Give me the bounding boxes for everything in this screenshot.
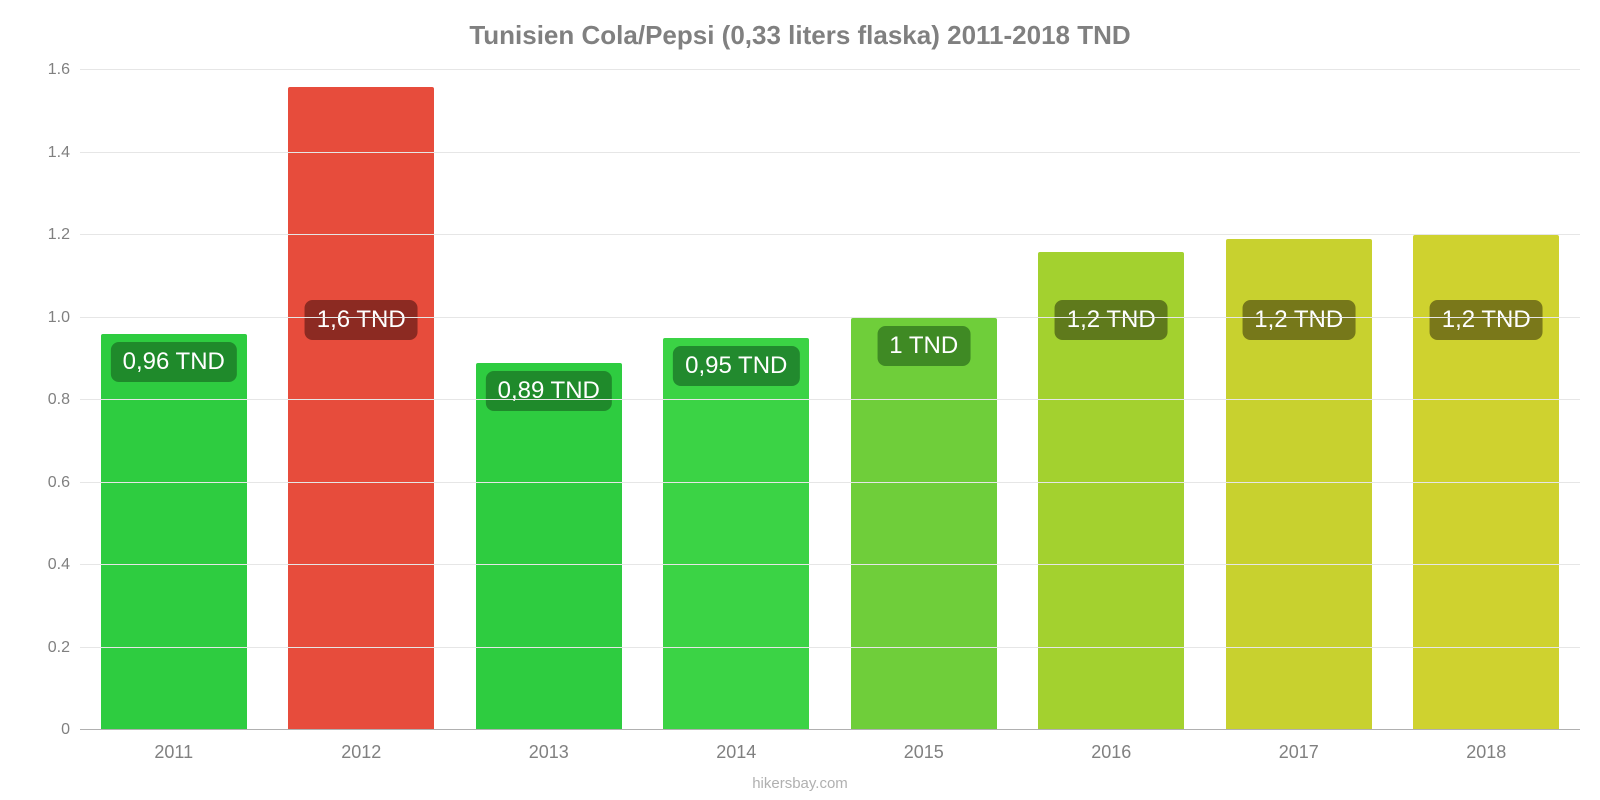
plot-area: 0,96 TND20111,6 TND20120,89 TND20130,95 …: [80, 70, 1580, 730]
bar-value-label: 1,2 TND: [1242, 300, 1355, 340]
bar: 1,6 TND: [288, 87, 434, 731]
gridline: [80, 399, 1580, 400]
y-tick-label: 1.4: [10, 144, 70, 162]
gridline: [80, 317, 1580, 318]
gridline: [80, 647, 1580, 648]
bars-container: 0,96 TND20111,6 TND20120,89 TND20130,95 …: [80, 70, 1580, 730]
x-tick-label: 2017: [1279, 742, 1319, 763]
bar-value-label: 1,2 TND: [1055, 300, 1168, 340]
bar-slot: 1,2 TND2018: [1393, 70, 1581, 730]
y-tick-label: 0.4: [10, 556, 70, 574]
y-tick-label: 0.6: [10, 474, 70, 492]
bar: 1 TND: [851, 318, 997, 731]
bar-slot: 0,89 TND2013: [455, 70, 643, 730]
bar-value-label: 0,89 TND: [486, 371, 612, 411]
gridline: [80, 69, 1580, 70]
chart-title: Tunisien Cola/Pepsi (0,33 liters flaska)…: [0, 0, 1600, 51]
bar-slot: 1 TND2015: [830, 70, 1018, 730]
bar-value-label: 1 TND: [877, 326, 970, 366]
bar: 0,95 TND: [663, 338, 809, 730]
price-chart: Tunisien Cola/Pepsi (0,33 liters flaska)…: [0, 0, 1600, 800]
credit-text: hikersbay.com: [0, 775, 1600, 792]
bar: 0,96 TND: [101, 334, 247, 730]
y-tick-label: 0: [10, 721, 70, 739]
bar: 0,89 TND: [476, 363, 622, 730]
x-tick-label: 2015: [904, 742, 944, 763]
x-tick-label: 2011: [154, 742, 193, 763]
gridline: [80, 564, 1580, 565]
gridline: [80, 152, 1580, 153]
y-tick-label: 1.2: [10, 226, 70, 244]
bar-slot: 1,6 TND2012: [268, 70, 456, 730]
bar: 1,2 TND: [1226, 239, 1372, 730]
gridline: [80, 482, 1580, 483]
y-tick-label: 1.6: [10, 61, 70, 79]
bar: 1,2 TND: [1038, 252, 1184, 731]
bar-value-label: 1,2 TND: [1430, 300, 1543, 340]
bar-slot: 0,96 TND2011: [80, 70, 268, 730]
bar-slot: 1,2 TND2017: [1205, 70, 1393, 730]
x-tick-label: 2013: [529, 742, 569, 763]
x-tick-label: 2014: [716, 742, 756, 763]
x-tick-label: 2018: [1466, 742, 1506, 763]
y-tick-label: 0.8: [10, 391, 70, 409]
x-tick-label: 2012: [341, 742, 381, 763]
x-axis-baseline: [80, 729, 1580, 730]
bar-slot: 1,2 TND2016: [1018, 70, 1206, 730]
bar-value-label: 0,96 TND: [111, 342, 237, 382]
y-tick-label: 1.0: [10, 309, 70, 327]
bar-value-label: 0,95 TND: [673, 346, 799, 386]
x-tick-label: 2016: [1091, 742, 1131, 763]
gridline: [80, 234, 1580, 235]
bar-slot: 0,95 TND2014: [643, 70, 831, 730]
bar-value-label: 1,6 TND: [305, 300, 418, 340]
bar: 1,2 TND: [1413, 235, 1559, 730]
y-tick-label: 0.2: [10, 639, 70, 657]
